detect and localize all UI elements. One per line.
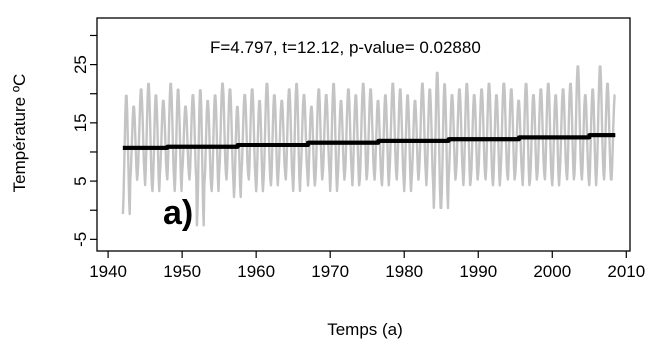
x-tick-label: 1940: [89, 262, 127, 281]
y-axis-title: Température ºC: [10, 74, 29, 193]
x-tick-label: 1950: [163, 262, 201, 281]
y-tick-label: 15: [71, 113, 90, 132]
x-tick-label: 2000: [533, 262, 571, 281]
y-tick-label: 25: [71, 55, 90, 74]
y-tick-label: 5: [71, 176, 90, 185]
x-axis-title: Temps (a): [327, 320, 403, 339]
trend-series: [122, 133, 616, 150]
y-tick-label: -5: [71, 232, 90, 247]
x-tick-label: 1970: [311, 262, 349, 281]
x-axis: 1940 1950 1960 1970 1980 1990 2000 2010: [89, 251, 645, 281]
y-axis: -5 5 15 25: [71, 34, 97, 247]
monthly-temperature-line: [121, 65, 616, 227]
statistics-annotation: F=4.797, t=12.12, p-value= 0.02880: [210, 38, 481, 57]
x-tick-label: 1990: [459, 262, 497, 281]
monthly-temperature-series: [121, 65, 616, 227]
plot-frame: [96, 17, 631, 252]
x-tick-label: 2010: [607, 262, 645, 281]
panel-label: a): [163, 194, 193, 232]
x-tick-label: 1980: [385, 262, 423, 281]
x-tick-label: 1960: [237, 262, 275, 281]
axes: [96, 17, 631, 252]
